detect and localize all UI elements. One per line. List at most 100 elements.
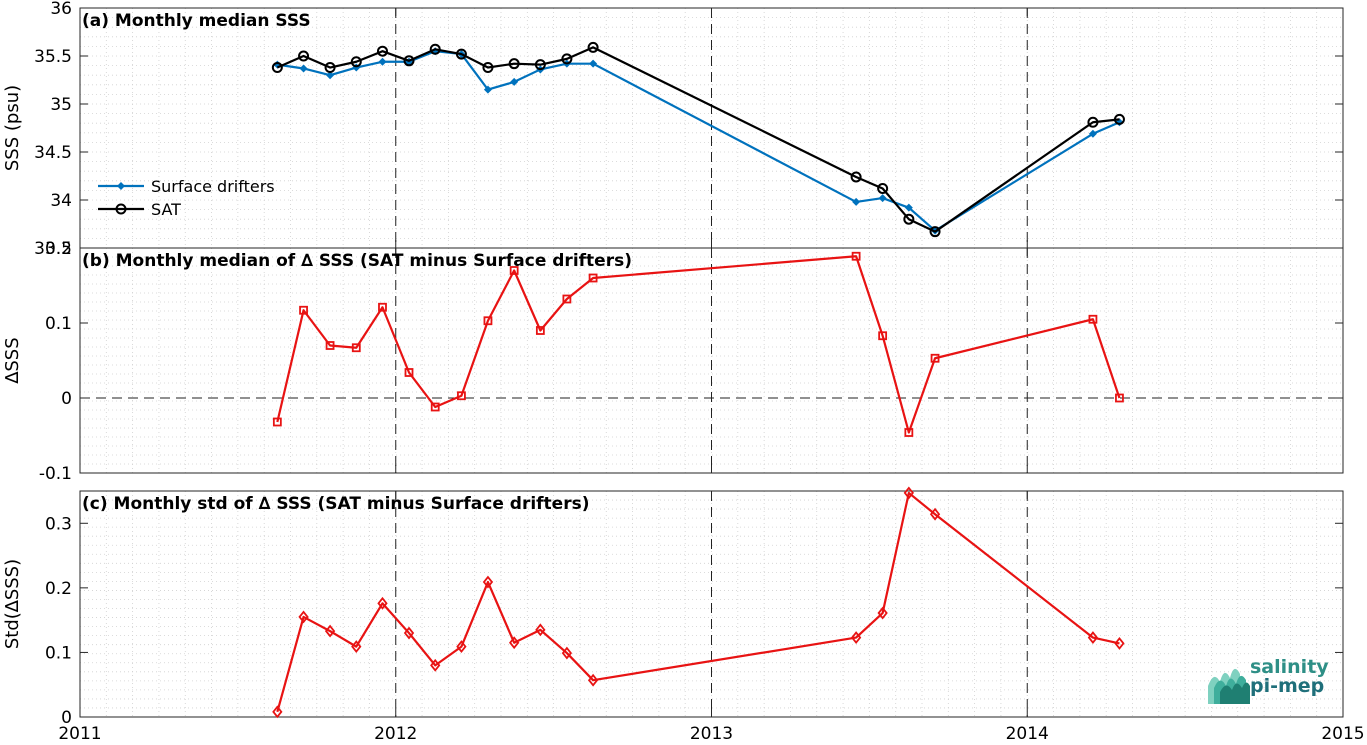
data-point (535, 326, 545, 335)
data-point (851, 251, 861, 261)
data-point (456, 640, 467, 654)
legend-marker (117, 182, 125, 190)
data-point (430, 658, 441, 672)
data-point (482, 575, 494, 589)
legend: Surface drifters SAT (98, 177, 275, 219)
data-point (378, 57, 387, 66)
data-point (588, 273, 598, 283)
data-point (589, 59, 598, 68)
salinity-pi-mep-logo: salinity pi-mep (1206, 654, 1366, 708)
data-point (351, 343, 361, 353)
series-line (276, 46, 1120, 233)
data-point (903, 486, 914, 500)
logo-text-salinity: salinity (1250, 656, 1329, 678)
data-point (324, 62, 336, 74)
minor-grid (79, 490, 1344, 718)
data-point (378, 302, 387, 312)
data-point (1115, 393, 1124, 403)
series-1 (271, 41, 1125, 238)
data-point (535, 623, 546, 637)
data-point (562, 294, 572, 304)
panel-title: (a) Monthly median SSS (82, 11, 311, 31)
data-point (561, 646, 573, 660)
data-point (483, 316, 493, 326)
data-point (929, 226, 941, 238)
y-tick-label: 0 (61, 389, 72, 409)
x-tick-label: 2014 (1006, 724, 1049, 744)
data-point (377, 596, 388, 610)
data-point (1113, 113, 1125, 125)
data-point (272, 705, 283, 719)
panel-title: (b) Monthly median of ∆ SSS (SAT minus S… (82, 251, 632, 271)
data-point (326, 71, 335, 80)
data-point (930, 353, 940, 363)
y-tick-label: -0.1 (39, 464, 72, 484)
series-line (276, 491, 1120, 713)
data-point (482, 62, 494, 74)
y-tick-label: 0.3 (45, 514, 72, 534)
data-point (509, 266, 519, 275)
data-point (1087, 116, 1099, 128)
y-tick-label: 34.5 (34, 143, 72, 163)
data-point (298, 50, 310, 62)
data-point (324, 624, 336, 638)
legend-label: SAT (151, 200, 181, 219)
data-point (1114, 636, 1125, 650)
data-point (878, 194, 887, 203)
data-point (430, 402, 440, 412)
x-tick-label: 2015 (1321, 724, 1364, 744)
data-point (455, 48, 467, 60)
data-point (850, 631, 862, 645)
y-tick-label: 0 (61, 708, 72, 728)
data-point (350, 56, 362, 68)
data-point (850, 171, 862, 183)
x-tick-label: 2012 (374, 724, 417, 744)
data-point (1087, 631, 1099, 645)
data-point (509, 636, 520, 650)
data-point (508, 58, 520, 70)
y-tick-label: 0.1 (45, 643, 72, 663)
panel-a: 33.5 34 34.5 35 35.5 36 SSS (psu) (a) Monthly m… (2, 0, 1344, 259)
data-point (376, 45, 388, 57)
data-point (403, 55, 415, 67)
data-point (877, 606, 888, 620)
series-line (276, 255, 1121, 434)
panel-b: -0.1 0 0.1 0.2 ∆SSS (b) Monthly median of ∆ S… (2, 239, 1344, 484)
data-point (904, 428, 914, 437)
data-point (483, 85, 492, 94)
data-point (878, 331, 888, 341)
wave-logo-icon (1208, 668, 1250, 704)
data-point (510, 77, 519, 86)
data-point (271, 62, 283, 74)
series-0 (272, 486, 1125, 719)
data-point (457, 391, 466, 401)
y-axis-label: SSS (psu) (2, 85, 23, 171)
data-point (877, 182, 889, 194)
y-tick-label: 0.1 (45, 314, 72, 334)
y-tick-label: 35.5 (34, 47, 72, 67)
data-point (325, 341, 335, 350)
data-point (1088, 129, 1097, 138)
data-point (299, 64, 308, 73)
data-point (352, 63, 361, 72)
x-tick-label: 2011 (58, 724, 101, 744)
series-0 (272, 251, 1124, 437)
y-tick-label: 36 (50, 0, 72, 19)
logo-text-pi-mep: pi-mep (1250, 675, 1325, 697)
y-tick-label: 33.5 (34, 239, 72, 259)
legend-marker (115, 203, 127, 215)
data-point (587, 673, 599, 687)
data-point (852, 197, 861, 206)
y-tick-label: 0.2 (45, 579, 72, 599)
data-point (299, 305, 308, 315)
y-tick-label: 34 (50, 191, 72, 211)
y-tick-label: 0.2 (45, 239, 72, 259)
data-point (298, 610, 309, 624)
y-axis-label: ∆SSS (2, 337, 23, 384)
data-point (587, 41, 599, 53)
data-point (404, 368, 414, 377)
data-point (904, 203, 913, 212)
data-point (403, 626, 415, 640)
data-point (534, 59, 546, 71)
